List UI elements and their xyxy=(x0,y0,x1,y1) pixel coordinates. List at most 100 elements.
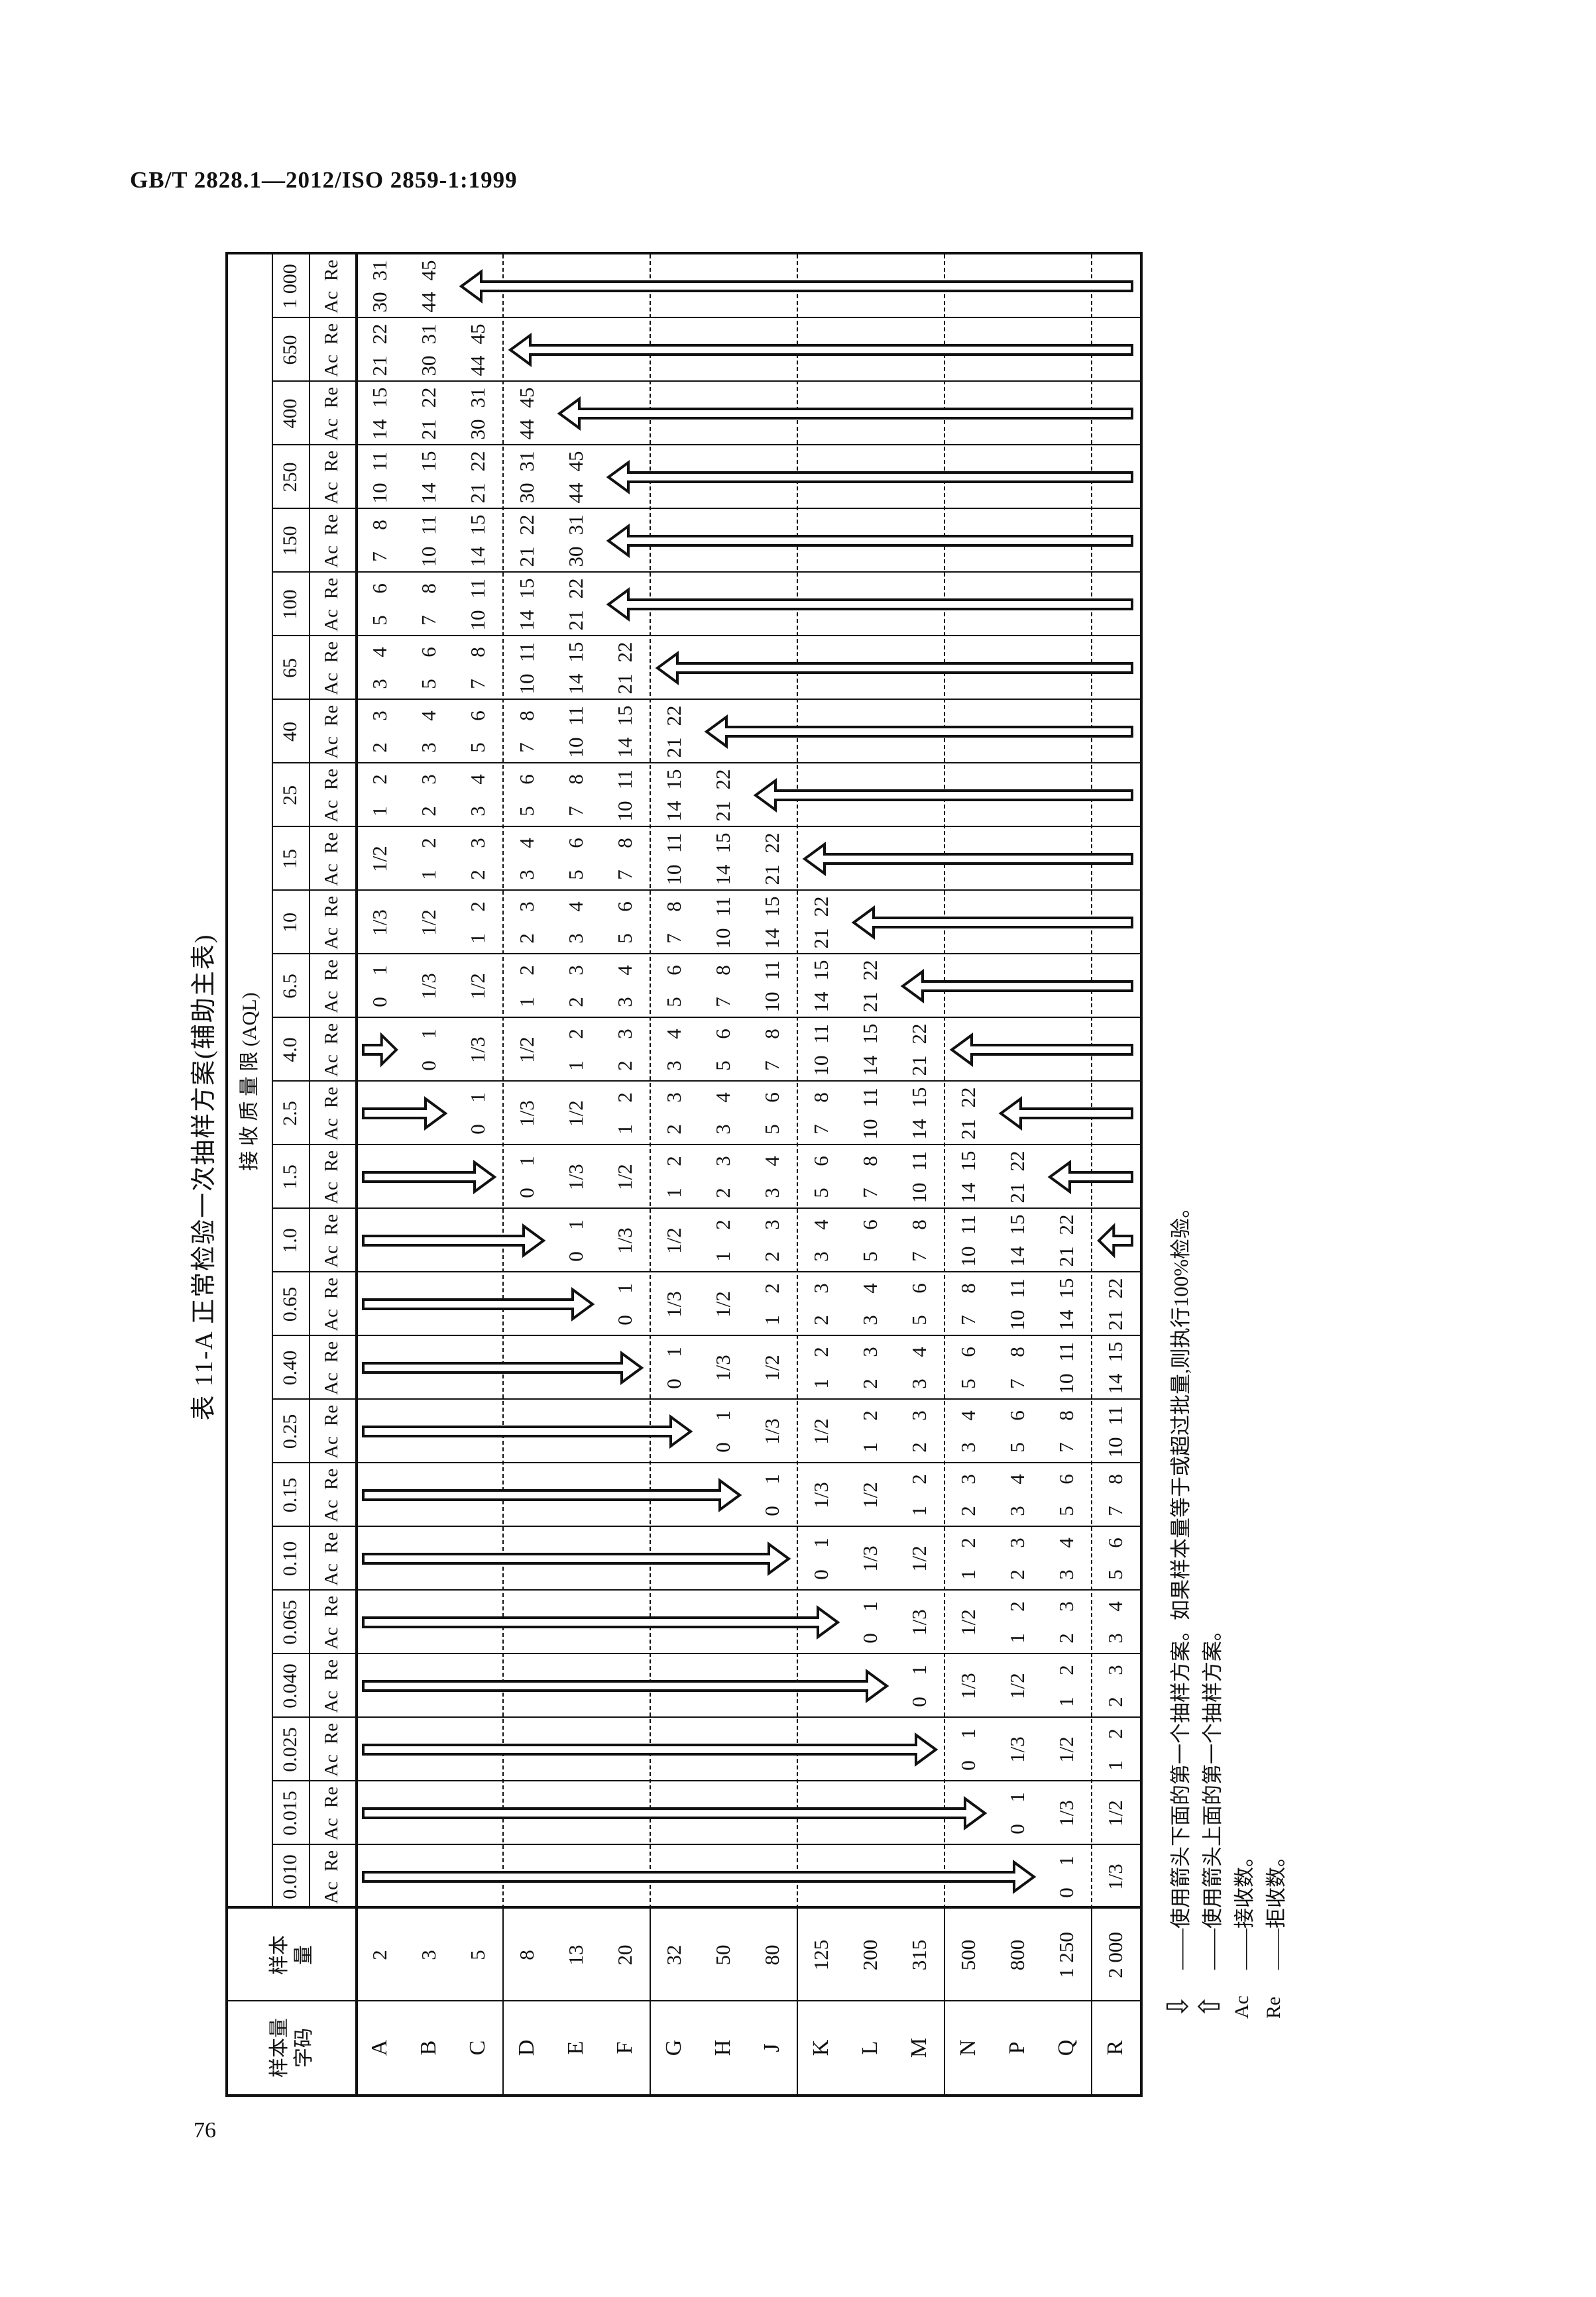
up-arrow-icon xyxy=(753,778,1133,812)
plan-number: 3 xyxy=(1005,1538,1029,1548)
plan-number: 7 xyxy=(1104,1506,1127,1516)
aql-value-cell: 4.0 xyxy=(278,1037,301,1062)
plan-number: 5 xyxy=(1104,1569,1127,1580)
plan-number: 1 xyxy=(417,1029,441,1039)
plan-number: 3 xyxy=(907,1410,931,1421)
plan-number: 11 xyxy=(809,1024,833,1044)
ac-label: Ac xyxy=(321,1436,343,1459)
plan-number: 4 xyxy=(1054,1538,1078,1548)
plan-cell: 1/3 xyxy=(466,1036,490,1063)
plan-number: 3 xyxy=(368,710,392,721)
re-label: Re xyxy=(321,1213,343,1236)
code-header-label: 样本量字码 xyxy=(268,2018,315,2078)
plan-number: 0 xyxy=(564,1251,588,1262)
plan-cell: 1/2 xyxy=(466,973,490,999)
plan-number: 4 xyxy=(858,1283,882,1294)
plan-number: 11 xyxy=(368,451,392,471)
down-arrow-icon xyxy=(362,1287,595,1321)
plan-number: 11 xyxy=(1104,1406,1127,1426)
plan-number: 3 xyxy=(907,1378,931,1389)
plan-cell: 10 11 xyxy=(1091,1400,1140,1463)
acre-header-cell: Ac Re xyxy=(309,1272,355,1336)
plan-number: 1 xyxy=(1104,1760,1127,1771)
down-arrow-icon xyxy=(362,1860,1037,1894)
grid-line xyxy=(228,2000,1140,2001)
plan-number: 6 xyxy=(613,901,637,912)
legend-item: Re ——拒收数。 xyxy=(1258,362,1290,2019)
ac-icon: Ac xyxy=(1231,1995,1253,2019)
plan-number: 2 xyxy=(1005,1601,1029,1612)
aql-value-cell: 25 xyxy=(278,785,301,805)
plan-cell: 30 31 xyxy=(551,509,600,573)
plan-number: 4 xyxy=(564,901,588,912)
plan-cell: 10 11 xyxy=(551,700,600,763)
plan-number: 3 xyxy=(613,1029,637,1039)
plan-number: 31 xyxy=(368,260,392,281)
plan-number: 8 xyxy=(1054,1410,1078,1421)
re-label: Re xyxy=(321,1786,343,1809)
legend-item: ⇩ ——使用箭头下面的第一个抽样方案。如果样本量等于或超过批量,则执行100%检验… xyxy=(1161,362,1195,2019)
code-cell: A xyxy=(367,2039,392,2056)
plan-cell: 14 15 xyxy=(1042,1272,1091,1336)
plan-number: 4 xyxy=(1104,1601,1127,1612)
grid-line xyxy=(502,1909,504,2094)
plan-number: 3 xyxy=(466,806,490,816)
plan-number: 44 xyxy=(564,482,588,504)
plan-cell: 21 22 xyxy=(944,1082,993,1145)
plan-number: 3 xyxy=(466,838,490,848)
plan-number: 10 xyxy=(858,1119,882,1140)
plan-cell: 1/3 xyxy=(1104,1864,1127,1890)
aql-value-cell: 2.5 xyxy=(278,1101,301,1126)
code-cell: M xyxy=(907,2037,932,2058)
plan-number: 10 xyxy=(368,482,392,504)
plan-number: 7 xyxy=(564,806,588,816)
plan-cell: 30 31 xyxy=(453,382,502,445)
plan-number: 3 xyxy=(1104,1633,1127,1644)
plan-cell: 1/3 xyxy=(417,973,441,999)
plan-number: 15 xyxy=(956,1150,980,1172)
plan-number: 3 xyxy=(956,1474,980,1485)
plan-number: 0 xyxy=(907,1697,931,1707)
plan-number: 7 xyxy=(466,679,490,689)
plan-number: 1 xyxy=(368,806,392,816)
plan-number: 1 xyxy=(564,1060,588,1071)
plan-number: 3 xyxy=(1005,1506,1029,1516)
plan-number: 1 xyxy=(711,1251,735,1262)
up-arrow-icon xyxy=(900,969,1133,1003)
plan-number: 4 xyxy=(613,965,637,976)
plan-number: 6 xyxy=(809,1156,833,1166)
plan-number: 10 xyxy=(1054,1373,1078,1394)
plan-cell: 1/2 xyxy=(809,1418,833,1445)
plan-number: 45 xyxy=(417,260,441,281)
plan-number: 6 xyxy=(858,1219,882,1230)
plan-number: 10 xyxy=(760,991,784,1013)
up-arrow-icon xyxy=(606,587,1133,622)
size-cell: 5 xyxy=(466,1950,490,1960)
aql-header-label: 接 收 质 量 限 (AQL) xyxy=(239,992,261,1171)
grid-line xyxy=(1091,1909,1092,2094)
plan-number: 3 xyxy=(858,1315,882,1325)
ac-label: Ac xyxy=(321,673,343,695)
plan-cell: 14 15 xyxy=(551,636,600,700)
plan-number: 0 xyxy=(809,1569,833,1580)
plan-number: 4 xyxy=(907,1347,931,1357)
acre-header-cell: Ac Re xyxy=(309,1781,355,1845)
plan-number: 3 xyxy=(564,933,588,944)
plan-cell: 1/3 xyxy=(368,909,392,936)
acre-header-cell: Ac Re xyxy=(309,1845,355,1909)
plan-number: 11 xyxy=(760,960,784,980)
